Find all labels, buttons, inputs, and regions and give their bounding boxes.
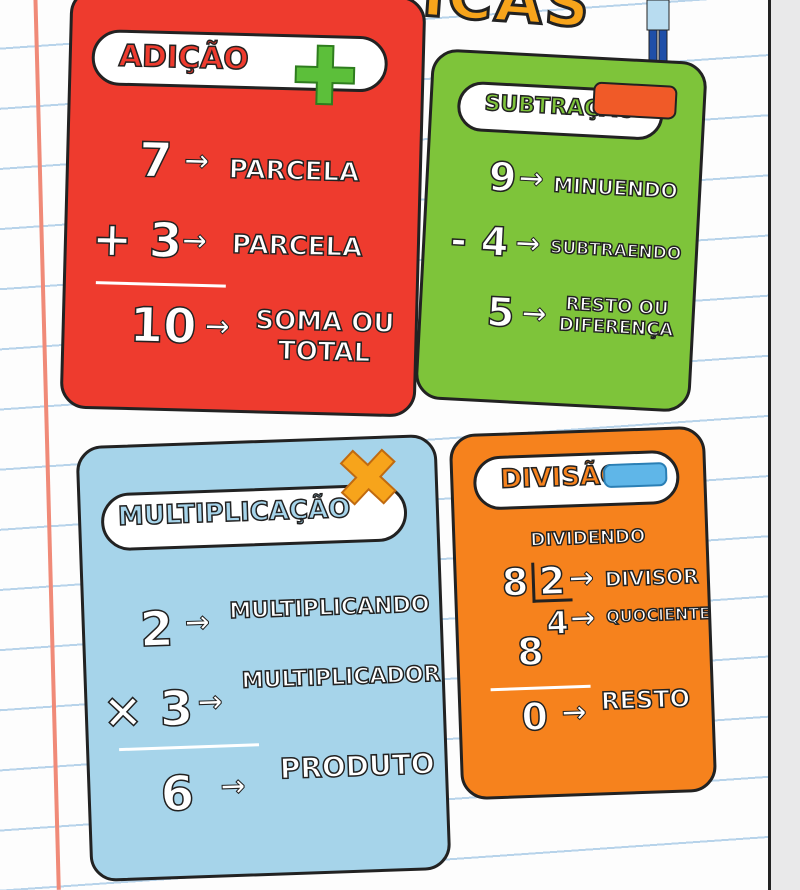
- multiplicand: 2: [138, 600, 175, 659]
- multiplier: × 3: [101, 680, 195, 741]
- arrow-icon: →: [517, 160, 545, 198]
- minuend-label: MINUENDO: [552, 172, 679, 204]
- addition-title: ADIÇÃO: [118, 38, 250, 78]
- addend-1: 7: [138, 132, 174, 190]
- plus-icon: ✚: [289, 28, 360, 125]
- sum: 10: [128, 296, 198, 355]
- minuend: 9: [487, 153, 519, 202]
- arrow-icon: →: [514, 225, 542, 262]
- arrow-icon: →: [184, 604, 211, 641]
- divisor-label: DIVISOR: [604, 563, 700, 592]
- divide-icon: [602, 461, 668, 489]
- product: 6: [159, 765, 196, 824]
- multiplication-title: MULTIPLICAÇÃO: [117, 493, 352, 533]
- arrow-icon: →: [204, 309, 231, 346]
- arrow-icon: →: [183, 143, 210, 180]
- arrow-icon: →: [181, 223, 208, 260]
- divisor: 2: [537, 558, 567, 604]
- addend-2-label: PARCELA: [231, 229, 364, 264]
- multiplicand-label: MULTIPLICANDO: [228, 591, 430, 625]
- dividend-label: DIVIDENDO: [529, 525, 646, 551]
- margin-line: [33, 0, 61, 890]
- addend-2: + 3: [91, 210, 184, 270]
- division-bracket: [531, 562, 536, 603]
- partial-product: 8: [516, 629, 545, 675]
- sum-label: SOMA OU TOTAL: [254, 305, 395, 370]
- sum-line: [95, 281, 226, 288]
- remainder: 0: [520, 694, 549, 740]
- quotient: 4: [545, 603, 570, 643]
- remainder-line: [490, 684, 591, 692]
- quotient-label: QUOCIENTE: [605, 603, 711, 627]
- dividend: 8: [500, 559, 530, 605]
- arrow-icon: →: [520, 296, 548, 333]
- poster: ATICAS ADIÇÃO ✚ 7 → PARCELA + 3 → PARCEL…: [0, 0, 771, 890]
- addend-1-label: PARCELA: [228, 154, 361, 189]
- multiplication-card: MULTIPLICAÇÃO ✖ 2 → MULTIPLICANDO × 3 → …: [75, 430, 452, 883]
- arrow-icon: →: [196, 684, 224, 721]
- arrow-icon: →: [219, 768, 247, 805]
- addition-card: ADIÇÃO ✚ 7 → PARCELA + 3 → PARCELA 10 → …: [59, 0, 427, 418]
- difference: 5: [485, 289, 517, 338]
- subtraction-card: SUBTRAÇÃO 9 → MINUENDO - 4 → SUBTRAENDO …: [414, 48, 708, 413]
- arrow-icon: →: [569, 600, 596, 637]
- product-line: [119, 743, 260, 752]
- multiplier-label: MULTIPLICADOR: [241, 661, 442, 694]
- arrow-icon: →: [568, 560, 595, 597]
- difference-label: RESTO OU DIFERENÇA: [557, 293, 674, 342]
- subtrahend-label: SUBTRAENDO: [549, 237, 683, 265]
- remainder-label: RESTO: [600, 684, 691, 717]
- division-card: DIVISÃO DIVIDENDO 8 2 → DIVISOR 4 → QUOC…: [448, 425, 718, 801]
- arrow-icon: →: [560, 694, 588, 731]
- minus-icon: [592, 81, 678, 120]
- product-label: PRODUTO: [279, 746, 436, 786]
- subtrahend: - 4: [448, 217, 510, 267]
- times-icon: ✖: [332, 430, 404, 527]
